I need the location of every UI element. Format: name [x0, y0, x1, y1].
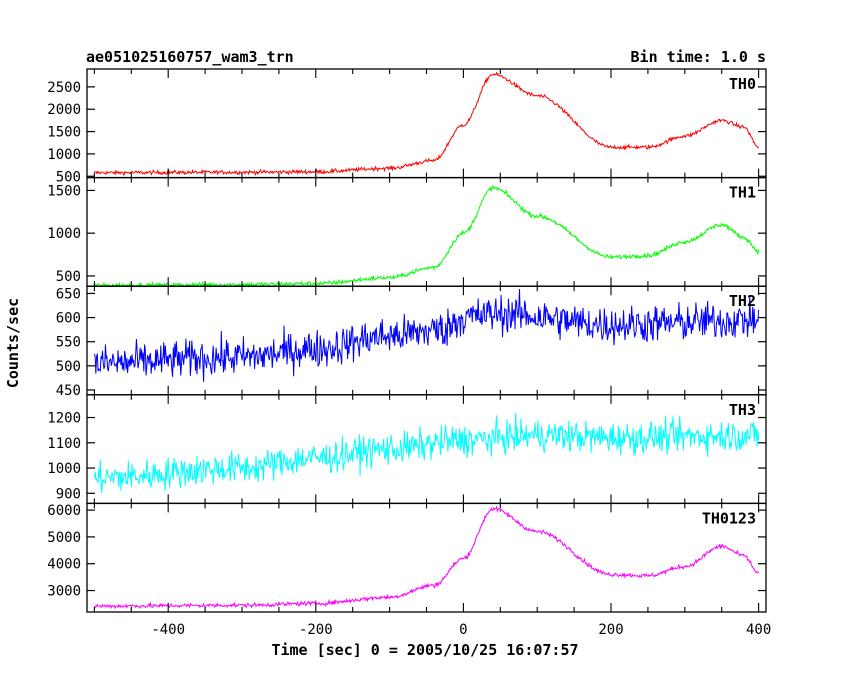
y-tick-label-TH1: 1000 — [47, 226, 81, 242]
y-tick-label-TH0: 2500 — [47, 80, 81, 96]
panel-label-TH3: TH3 — [729, 401, 756, 419]
light-curve-TH0 — [94, 71, 759, 177]
bin-time-label: Bin time: 1.0 s — [631, 48, 766, 66]
panel-label-TH0: TH0 — [729, 75, 756, 93]
x-tick-label: 400 — [746, 622, 771, 638]
y-tick-label-TH2: 450 — [56, 383, 81, 399]
x-tick-label: -400 — [151, 622, 185, 638]
y-tick-label-TH0: 500 — [56, 169, 81, 185]
y-tick-label-TH0123: 3000 — [47, 584, 81, 600]
y-tick-label-TH2: 650 — [56, 286, 81, 302]
y-tick-label-TH3: 1200 — [47, 411, 81, 427]
x-tick-label: 200 — [598, 622, 623, 638]
light-curve-TH1 — [94, 184, 760, 289]
y-axis-label: Counts/sec — [4, 298, 22, 388]
y-tick-label-TH0: 2000 — [47, 102, 81, 118]
chart-title: ae051025160757_wam3_trn — [86, 48, 294, 66]
light-curve-TH3 — [93, 412, 760, 494]
light-curve-TH0123 — [94, 505, 760, 610]
panel-label-TH1: TH1 — [729, 184, 756, 202]
y-tick-label-TH2: 600 — [56, 311, 81, 327]
panel-frame-TH3 — [86, 394, 767, 505]
y-tick-label-TH3: 1100 — [47, 436, 81, 452]
panel-frame-TH2 — [86, 285, 767, 396]
x-tick-label: 0 — [459, 622, 467, 638]
y-tick-label-TH0: 1500 — [47, 125, 81, 141]
y-tick-label-TH0123: 5000 — [47, 530, 81, 546]
y-tick-label-TH0123: 4000 — [47, 557, 81, 573]
y-tick-label-TH1: 500 — [56, 269, 81, 285]
light-curve-TH2 — [93, 288, 760, 382]
y-tick-label-TH0: 1000 — [47, 147, 81, 163]
y-tick-label-TH3: 1000 — [47, 461, 81, 477]
y-tick-label-TH2: 550 — [56, 335, 81, 351]
x-axis-label: Time [sec] 0 = 2005/10/25 16:07:57 — [271, 641, 578, 659]
panel-frame-TH1 — [86, 176, 767, 287]
panel-label-TH2: TH2 — [729, 292, 756, 310]
panel-frame-TH0123 — [86, 502, 767, 613]
y-tick-label-TH3: 900 — [56, 486, 81, 502]
panel-label-TH0123: TH0123 — [702, 509, 756, 527]
x-tick-label: -200 — [299, 622, 333, 638]
y-tick-label-TH1: 1500 — [47, 183, 81, 199]
y-tick-label-TH2: 500 — [56, 359, 81, 375]
y-tick-label-TH0123: 6000 — [47, 503, 81, 519]
